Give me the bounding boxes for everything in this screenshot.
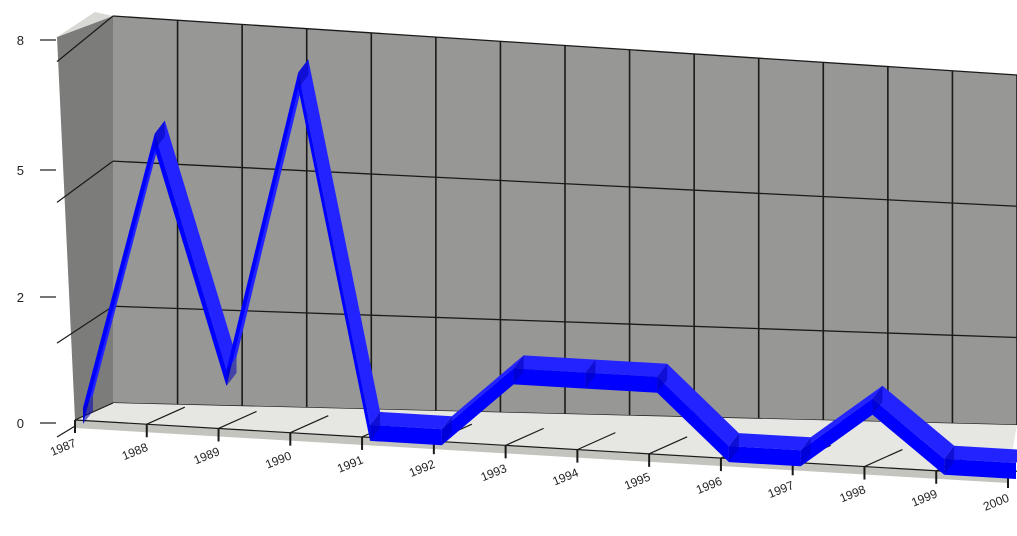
y-tick-label-8: 8 xyxy=(17,33,24,48)
x-tick-label-1990: 1990 xyxy=(263,448,293,471)
x-tick-label-1995: 1995 xyxy=(622,470,652,493)
series-segment-top xyxy=(728,433,811,451)
chart-side-wall xyxy=(57,16,113,420)
series-segment-top xyxy=(585,359,668,377)
series-segment-front xyxy=(83,133,155,424)
x-tick-label-1996: 1996 xyxy=(694,474,724,497)
series-segment-joint xyxy=(657,363,668,393)
y-tick-label-0: 0 xyxy=(17,416,24,431)
series-segment-joint xyxy=(441,416,452,446)
series-segment-top xyxy=(800,385,883,451)
floor-grid-line xyxy=(218,410,257,430)
series-segment-front xyxy=(728,446,801,467)
floor-grid-line xyxy=(864,448,903,468)
series-segment-front xyxy=(944,458,1016,479)
x-tick-label-1988: 1988 xyxy=(120,440,150,463)
x-tick-label-1999: 1999 xyxy=(909,486,939,509)
back-grid-hline xyxy=(112,15,1017,76)
x-tick-label-1989: 1989 xyxy=(192,444,222,467)
floor-grid-line xyxy=(505,427,544,446)
series-segment-front xyxy=(585,372,658,393)
chart-floor-front-edge xyxy=(75,420,1008,483)
x-tick-label-1994: 1994 xyxy=(551,465,581,488)
side-grid-line xyxy=(56,160,114,203)
series-segment-joint xyxy=(944,445,955,475)
floor-grid-line xyxy=(577,432,616,451)
series-segment-joint xyxy=(298,59,309,89)
y-tick-label-5: 5 xyxy=(17,163,24,178)
series-segment-joint xyxy=(800,437,811,467)
series-segment-front xyxy=(872,398,945,475)
series-segment-joint xyxy=(154,120,165,150)
x-tick-label-1987: 1987 xyxy=(48,436,78,459)
side-grid-line xyxy=(56,305,114,344)
series-segment-top xyxy=(154,120,237,370)
series-segment-joint xyxy=(513,355,524,385)
x-tick-label-1993: 1993 xyxy=(479,461,509,484)
floor-grid-line xyxy=(290,415,329,434)
x-tick-label-1997: 1997 xyxy=(766,478,796,501)
series-segment-front xyxy=(226,72,299,387)
y-tick-label-2: 2 xyxy=(17,290,24,305)
series-segment-front xyxy=(298,72,371,441)
x-tick-label-1998: 1998 xyxy=(838,482,868,505)
series-segment-top xyxy=(513,355,596,373)
y-axis: 0 2 5 8 xyxy=(17,33,56,431)
floor-grid-line xyxy=(74,402,114,421)
side-grid-line xyxy=(56,15,114,63)
series-segment-joint xyxy=(728,433,739,463)
series-segment-front xyxy=(441,368,514,446)
x-tick-label-1992: 1992 xyxy=(407,457,437,480)
series-segment-joint xyxy=(370,411,381,441)
series-segment-front xyxy=(513,368,586,389)
chart-top-edge xyxy=(57,12,113,37)
series-segment-front xyxy=(657,376,729,463)
x-tick-label-2000: 2000 xyxy=(981,491,1011,514)
series-segment-joint xyxy=(226,357,237,386)
floor-grid-line xyxy=(146,406,186,425)
series-segment-front xyxy=(370,424,442,446)
series-segment-joint xyxy=(872,385,883,415)
series-segment-top xyxy=(657,363,739,447)
series-segment-front xyxy=(800,398,873,467)
series-segment-front xyxy=(154,133,227,386)
x-tick-label-1991: 1991 xyxy=(335,453,365,476)
series-segment-top xyxy=(872,385,955,459)
back-grid-hline xyxy=(112,160,1017,207)
back-grid-hline xyxy=(112,305,1017,339)
floor-front-line xyxy=(74,419,1009,476)
series-segment-top xyxy=(298,59,381,425)
series-segment-joint xyxy=(585,359,596,389)
floor-grid-line xyxy=(648,436,688,455)
series-segment-top xyxy=(441,355,524,430)
series-line-3d xyxy=(83,59,1017,479)
series-segment-top xyxy=(944,445,1017,463)
series-segment-joint xyxy=(83,395,93,424)
series-segment-top xyxy=(370,411,452,430)
